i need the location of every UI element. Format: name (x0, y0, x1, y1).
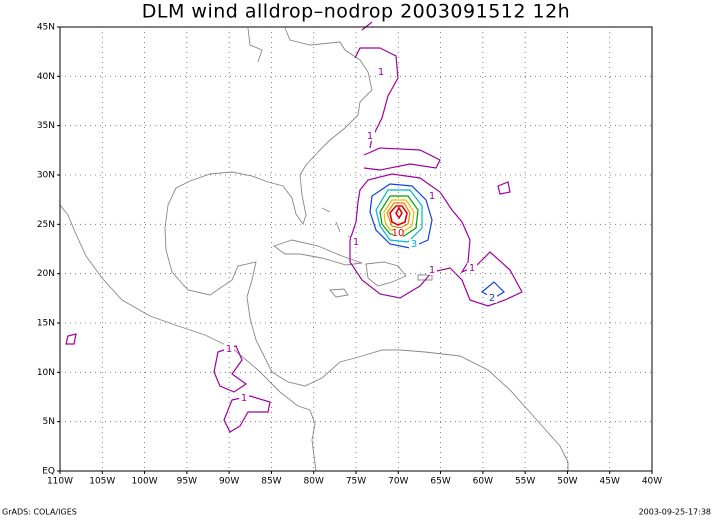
contour-label-bg (239, 393, 249, 403)
contour-3 (375, 189, 423, 243)
x-tick-label: 100W (132, 477, 158, 487)
y-tick-label: 10N (37, 368, 55, 378)
contour-label-bg (365, 131, 375, 141)
contour-label-bg (393, 228, 403, 238)
y-tick-label: 35N (37, 121, 55, 131)
coastlines (59, 27, 569, 472)
contour-label-bg (409, 239, 419, 249)
x-tick-label: 65W (430, 477, 450, 487)
y-tick-label: 5N (43, 417, 55, 427)
x-tick-label: 50W (557, 477, 577, 487)
y-tick-label: 30N (37, 171, 55, 181)
contour-label: 1 (429, 191, 435, 202)
x-tick-label: 60W (473, 477, 493, 487)
coastline (59, 204, 317, 472)
x-tick-label: 55W (515, 477, 535, 487)
contour-label: 1 (241, 393, 247, 404)
y-tick-label: 25N (37, 220, 55, 230)
contour-label-bg (427, 265, 437, 275)
x-tick-label: 80W (304, 477, 324, 487)
footer-left: GrADS: COLA/IGES (2, 508, 77, 517)
contour-label-bg (487, 293, 497, 303)
contour-label: 1 (367, 131, 373, 142)
contour-label-bg (351, 237, 361, 247)
contour-label-bg (427, 191, 437, 201)
x-tick-label: 105W (89, 477, 115, 487)
x-tick-label: 85W (261, 477, 281, 487)
contour-label: 1 (469, 263, 475, 274)
contour-6 (383, 199, 415, 233)
contour-label: 10 (392, 228, 405, 239)
x-tick-label: 95W (177, 477, 197, 487)
contour-label-bg (224, 344, 234, 354)
x-tick-label: 70W (388, 477, 408, 487)
contour-2 (369, 183, 505, 299)
contour-label-bg (467, 263, 477, 273)
x-tick-label: 110W (47, 477, 73, 487)
contour-label-bg (376, 67, 386, 77)
coastline (164, 27, 569, 471)
map-title: DLM wind alldrop–nodrop 2003091512 12h (142, 1, 570, 23)
x-tick-label: 75W (346, 477, 366, 487)
hispaniola (365, 261, 407, 287)
cuba (273, 239, 363, 266)
y-tick-label: 20N (37, 269, 55, 279)
x-tick-label: 45W (600, 477, 620, 487)
contour-label: 1 (353, 237, 359, 248)
contours (65, 21, 523, 433)
y-tick-label: 45N (37, 23, 55, 33)
contour-label: 1 (429, 265, 435, 276)
x-tick-label: 40W (642, 477, 662, 487)
contour-1 (349, 21, 523, 307)
y-tick-label: 40N (37, 72, 55, 82)
jamaica (329, 288, 349, 298)
contour-label: 1 (378, 67, 384, 78)
contour-10 (389, 205, 408, 226)
contour-4 (379, 195, 419, 237)
y-tick-label: 15N (37, 319, 55, 329)
y-tick-label: EQ (42, 467, 55, 477)
contour-label: 3 (411, 239, 417, 250)
plot-frame (59, 26, 653, 472)
contour-label: 2 (489, 293, 495, 304)
contour-8 (386, 202, 411, 229)
x-tick-label: 90W (219, 477, 239, 487)
contour-1 (65, 181, 511, 433)
contour-label: 1 (226, 344, 232, 355)
footer-right: 2003-09-25-17:38 (639, 508, 711, 517)
